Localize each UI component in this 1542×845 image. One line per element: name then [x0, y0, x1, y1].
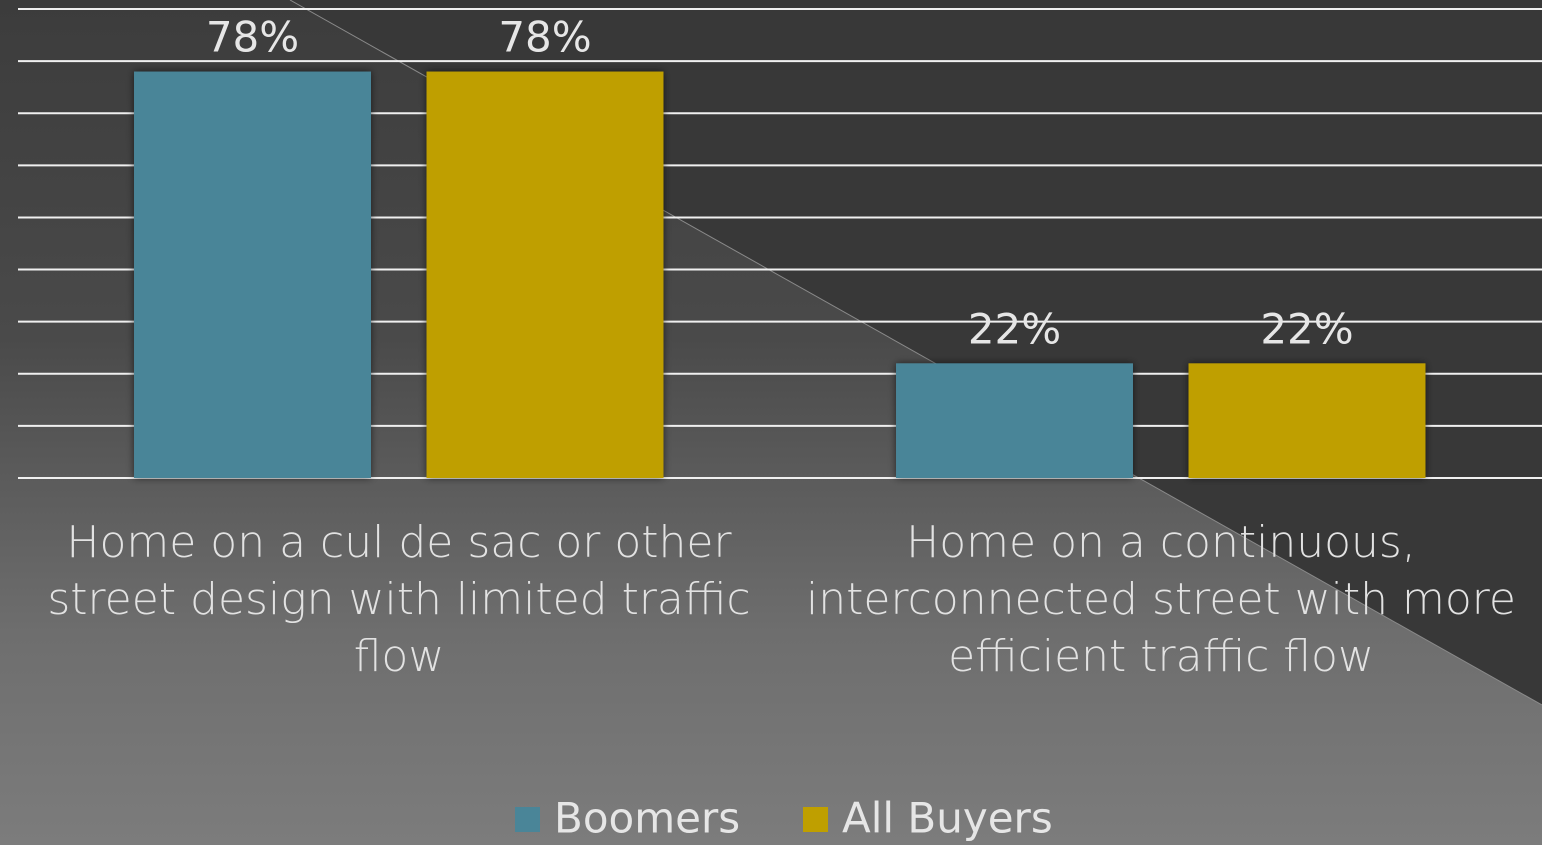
legend-swatch — [803, 807, 828, 832]
bar — [134, 71, 371, 479]
value-label: 78% — [206, 13, 299, 62]
x-tick-label: Home on a cul de sac or other street des… — [47, 517, 751, 682]
bar — [426, 71, 664, 479]
value-label: 22% — [1260, 304, 1353, 353]
x-tick-label: Home on a continuous, interconnected str… — [806, 517, 1516, 682]
bar — [1188, 363, 1426, 478]
legend-label: Boomers — [554, 794, 740, 843]
bar — [896, 363, 1133, 478]
legend-swatch — [515, 807, 540, 832]
value-label: 22% — [968, 304, 1061, 353]
legend-label: All Buyers — [842, 794, 1053, 843]
value-label: 78% — [498, 13, 591, 62]
